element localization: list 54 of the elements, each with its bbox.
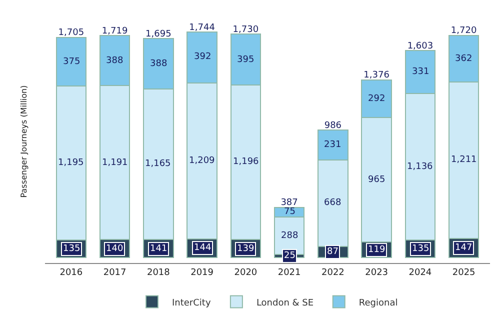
data-label: 1,191: [102, 158, 128, 168]
data-label: 375: [63, 57, 80, 67]
x-tick-label: 2017: [103, 268, 126, 278]
x-tick-label: 2020: [234, 268, 258, 278]
data-label: 388: [106, 56, 124, 66]
data-label: 668: [324, 198, 342, 208]
data-label: 1,165: [145, 159, 171, 169]
total-label: 1,730: [232, 24, 259, 35]
data-label: 87: [327, 247, 338, 257]
data-label: 1,195: [58, 158, 84, 168]
total-label: 1,719: [102, 26, 128, 36]
legend-label: London & SE: [256, 298, 314, 308]
data-label: 331: [412, 67, 430, 77]
total-label: 387: [280, 198, 298, 208]
data-label: 395: [237, 55, 254, 65]
x-tick-label: 2019: [190, 268, 214, 278]
x-tick-label: 2016: [60, 268, 83, 278]
data-label: 965: [368, 175, 386, 185]
data-label: 119: [368, 245, 386, 255]
data-label: 388: [150, 59, 168, 69]
data-label: 231: [324, 140, 342, 150]
x-tick-label: 2022: [321, 268, 344, 278]
data-label: 25: [284, 251, 296, 261]
x-tick-label: 2018: [146, 268, 170, 278]
legend-label: InterCity: [172, 298, 212, 308]
data-label: 292: [368, 94, 386, 104]
data-label: 141: [150, 244, 168, 254]
data-label: 288: [281, 231, 298, 241]
data-label: 1,196: [233, 157, 260, 167]
x-tick-label: 2024: [408, 268, 432, 278]
data-label: 1,209: [189, 156, 216, 166]
data-label: 139: [237, 244, 254, 254]
total-label: 1,376: [364, 70, 390, 81]
total-label: 986: [324, 120, 342, 131]
data-label: 75: [284, 207, 296, 217]
x-tick-label: 2021: [278, 268, 301, 278]
data-label: 362: [455, 54, 472, 64]
total-label: 1,720: [450, 26, 477, 36]
legend-label: Regional: [358, 298, 398, 308]
data-label: 147: [455, 243, 472, 253]
total-label: 1,744: [189, 22, 216, 33]
y-axis-title: Passenger Journeys (Million): [20, 85, 29, 198]
data-label: 140: [106, 244, 124, 254]
data-label: 135: [63, 244, 80, 254]
data-label: 135: [412, 244, 430, 254]
data-label: 1,211: [451, 155, 477, 165]
total-label: 1,695: [146, 29, 172, 40]
total-label: 1,603: [407, 41, 434, 52]
x-tick-label: 2025: [452, 268, 476, 278]
data-label: 1,136: [407, 162, 434, 172]
data-label: 144: [194, 243, 212, 253]
x-tick-label: 2023: [365, 268, 388, 278]
total-label: 1,705: [58, 28, 84, 38]
data-label: 392: [194, 52, 212, 62]
